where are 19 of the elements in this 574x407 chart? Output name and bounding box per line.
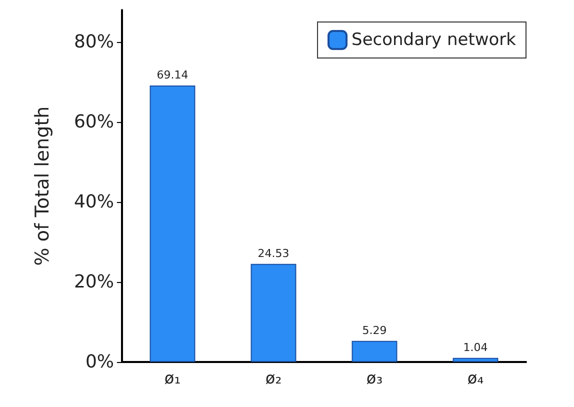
data-label: 5.29 [362, 324, 387, 337]
x-tick-label: ø₂ [265, 368, 282, 388]
y-tick-label: 0% [85, 352, 114, 372]
data-label: 69.14 [156, 68, 188, 82]
bar [250, 264, 296, 362]
x-tick-label: ø₁ [164, 368, 181, 388]
y-tick-label: 20% [74, 272, 114, 292]
bar [150, 85, 196, 362]
bar [452, 358, 498, 362]
x-tick-label: ø₃ [366, 368, 383, 388]
data-label: 24.53 [258, 246, 290, 260]
y-tick-label: 40% [74, 192, 114, 212]
bar [352, 340, 398, 362]
y-axis-title: % of Total length [32, 106, 54, 266]
x-tick-label: ø₄ [467, 368, 484, 388]
y-tick-label: 60% [74, 112, 114, 132]
y-tick-label: 80% [74, 32, 114, 52]
legend-label: Secondary network [352, 30, 516, 50]
data-label: 1.04 [463, 340, 488, 354]
